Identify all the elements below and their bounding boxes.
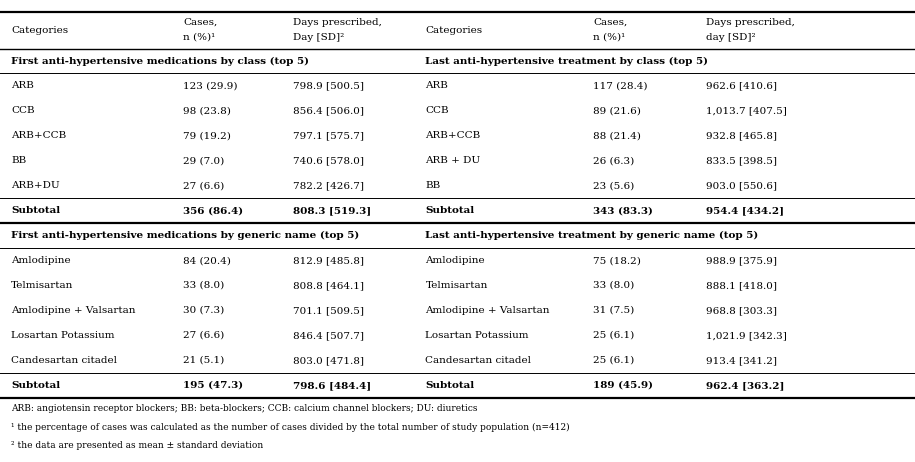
Text: First anti-hypertensive medications by class (top 5): First anti-hypertensive medications by c… <box>11 56 309 66</box>
Text: 31 (7.5): 31 (7.5) <box>593 306 634 315</box>
Text: 356 (86.4): 356 (86.4) <box>183 206 243 215</box>
Text: Amlodipine: Amlodipine <box>11 256 70 265</box>
Text: 27 (6.6): 27 (6.6) <box>183 181 224 190</box>
Text: Candesartan citadel: Candesartan citadel <box>11 356 117 365</box>
Text: 954.4 [434.2]: 954.4 [434.2] <box>706 206 784 215</box>
Text: ARB+CCB: ARB+CCB <box>11 131 66 140</box>
Text: Subtotal: Subtotal <box>11 381 60 390</box>
Text: Losartan Potassium: Losartan Potassium <box>11 331 114 340</box>
Text: Last anti-hypertensive treatment by class (top 5): Last anti-hypertensive treatment by clas… <box>425 56 708 66</box>
Text: ARB+CCB: ARB+CCB <box>425 131 480 140</box>
Text: 195 (47.3): 195 (47.3) <box>183 381 243 390</box>
Text: n (%)¹: n (%)¹ <box>593 33 625 42</box>
Text: 701.1 [509.5]: 701.1 [509.5] <box>293 306 364 315</box>
Text: Days prescribed,: Days prescribed, <box>706 18 795 27</box>
Text: ARB: ARB <box>11 81 34 91</box>
Text: 1,021.9 [342.3]: 1,021.9 [342.3] <box>706 331 787 340</box>
Text: 98 (23.8): 98 (23.8) <box>183 106 231 116</box>
Text: 968.8 [303.3]: 968.8 [303.3] <box>706 306 778 315</box>
Text: n (%)¹: n (%)¹ <box>183 33 215 42</box>
Text: ARB+DU: ARB+DU <box>11 181 59 190</box>
Text: 808.3 [519.3]: 808.3 [519.3] <box>293 206 371 215</box>
Text: 25 (6.1): 25 (6.1) <box>593 331 634 340</box>
Text: Subtotal: Subtotal <box>11 206 60 215</box>
Text: 988.9 [375.9]: 988.9 [375.9] <box>706 256 778 265</box>
Text: 29 (7.0): 29 (7.0) <box>183 156 224 165</box>
Text: 75 (18.2): 75 (18.2) <box>593 256 640 265</box>
Text: Subtotal: Subtotal <box>425 381 475 390</box>
Text: ² the data are presented as mean ± standard deviation: ² the data are presented as mean ± stand… <box>11 441 264 450</box>
Text: CCB: CCB <box>425 106 449 116</box>
Text: 189 (45.9): 189 (45.9) <box>593 381 653 390</box>
Text: 1,013.7 [407.5]: 1,013.7 [407.5] <box>706 106 787 116</box>
Text: Last anti-hypertensive treatment by generic name (top 5): Last anti-hypertensive treatment by gene… <box>425 231 759 240</box>
Text: 812.9 [485.8]: 812.9 [485.8] <box>293 256 364 265</box>
Text: 88 (21.4): 88 (21.4) <box>593 131 640 140</box>
Text: Candesartan citadel: Candesartan citadel <box>425 356 532 365</box>
Text: ARB + DU: ARB + DU <box>425 156 480 165</box>
Text: Cases,: Cases, <box>593 18 627 27</box>
Text: Categories: Categories <box>425 25 482 35</box>
Text: Amlodipine + Valsartan: Amlodipine + Valsartan <box>11 306 135 315</box>
Text: BB: BB <box>425 181 441 190</box>
Text: ARB: angiotensin receptor blockers; BB: beta-blockers; CCB: calcium channel bloc: ARB: angiotensin receptor blockers; BB: … <box>11 404 478 413</box>
Text: 33 (8.0): 33 (8.0) <box>593 281 634 290</box>
Text: 21 (5.1): 21 (5.1) <box>183 356 224 365</box>
Text: Telmisartan: Telmisartan <box>11 281 73 290</box>
Text: 89 (21.6): 89 (21.6) <box>593 106 640 116</box>
Text: 856.4 [506.0]: 856.4 [506.0] <box>293 106 364 116</box>
Text: 962.4 [363.2]: 962.4 [363.2] <box>706 381 785 390</box>
Text: 84 (20.4): 84 (20.4) <box>183 256 231 265</box>
Text: 962.6 [410.6]: 962.6 [410.6] <box>706 81 778 91</box>
Text: Categories: Categories <box>11 25 68 35</box>
Text: 803.0 [471.8]: 803.0 [471.8] <box>293 356 364 365</box>
Text: 26 (6.3): 26 (6.3) <box>593 156 634 165</box>
Text: 117 (28.4): 117 (28.4) <box>593 81 648 91</box>
Text: 808.8 [464.1]: 808.8 [464.1] <box>293 281 364 290</box>
Text: Telmisartan: Telmisartan <box>425 281 488 290</box>
Text: 740.6 [578.0]: 740.6 [578.0] <box>293 156 364 165</box>
Text: 79 (19.2): 79 (19.2) <box>183 131 231 140</box>
Text: BB: BB <box>11 156 27 165</box>
Text: 343 (83.3): 343 (83.3) <box>593 206 652 215</box>
Text: 782.2 [426.7]: 782.2 [426.7] <box>293 181 364 190</box>
Text: Amlodipine: Amlodipine <box>425 256 485 265</box>
Text: 888.1 [418.0]: 888.1 [418.0] <box>706 281 778 290</box>
Text: 846.4 [507.7]: 846.4 [507.7] <box>293 331 364 340</box>
Text: 123 (29.9): 123 (29.9) <box>183 81 238 91</box>
Text: 903.0 [550.6]: 903.0 [550.6] <box>706 181 778 190</box>
Text: Losartan Potassium: Losartan Potassium <box>425 331 529 340</box>
Text: ¹ the percentage of cases was calculated as the number of cases divided by the t: ¹ the percentage of cases was calculated… <box>11 423 570 432</box>
Text: Day [SD]²: Day [SD]² <box>293 33 344 42</box>
Text: 833.5 [398.5]: 833.5 [398.5] <box>706 156 778 165</box>
Text: 798.6 [484.4]: 798.6 [484.4] <box>293 381 371 390</box>
Text: 23 (5.6): 23 (5.6) <box>593 181 634 190</box>
Text: First anti-hypertensive medications by generic name (top 5): First anti-hypertensive medications by g… <box>11 231 360 240</box>
Text: Amlodipine + Valsartan: Amlodipine + Valsartan <box>425 306 550 315</box>
Text: 25 (6.1): 25 (6.1) <box>593 356 634 365</box>
Text: day [SD]²: day [SD]² <box>706 33 756 42</box>
Text: Cases,: Cases, <box>183 18 217 27</box>
Text: CCB: CCB <box>11 106 35 116</box>
Text: 913.4 [341.2]: 913.4 [341.2] <box>706 356 778 365</box>
Text: 798.9 [500.5]: 798.9 [500.5] <box>293 81 364 91</box>
Text: 30 (7.3): 30 (7.3) <box>183 306 224 315</box>
Text: 33 (8.0): 33 (8.0) <box>183 281 224 290</box>
Text: 932.8 [465.8]: 932.8 [465.8] <box>706 131 778 140</box>
Text: 27 (6.6): 27 (6.6) <box>183 331 224 340</box>
Text: Subtotal: Subtotal <box>425 206 475 215</box>
Text: ARB: ARB <box>425 81 448 91</box>
Text: 797.1 [575.7]: 797.1 [575.7] <box>293 131 364 140</box>
Text: Days prescribed,: Days prescribed, <box>293 18 382 27</box>
